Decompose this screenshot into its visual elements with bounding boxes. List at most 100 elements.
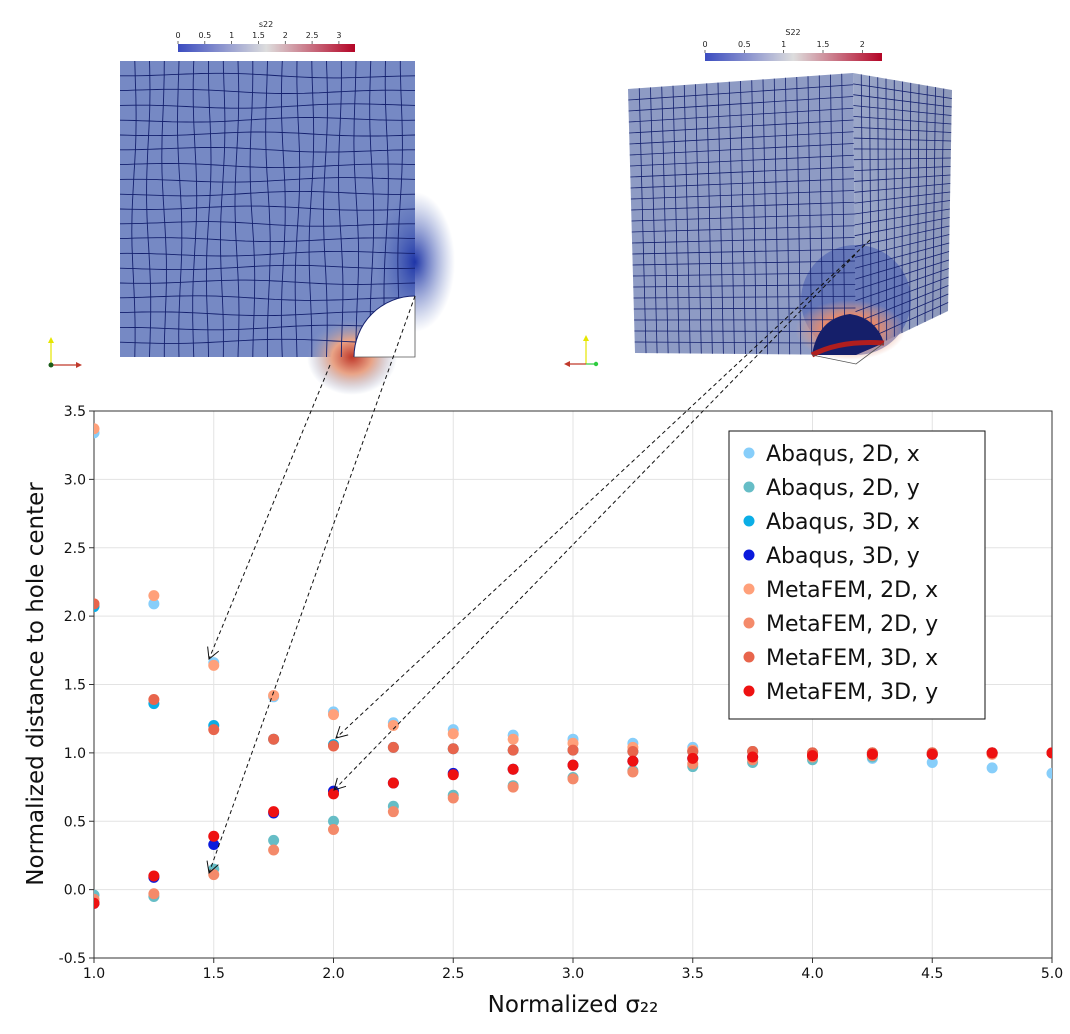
- colorbar-tick-label: 0.5: [198, 31, 211, 40]
- colorbar-tick-label: 1: [781, 40, 786, 49]
- colorbar-tick-label: 0: [702, 40, 707, 49]
- data-point: [328, 815, 339, 827]
- scatter-plot: 1.0 1.5 2.0 2.5 3.0 3.5 4.0 4.5 5.0 -0.5 0.0 0.5 1.…: [23, 404, 1063, 1018]
- y-tick-label: 0.0: [64, 883, 86, 899]
- data-point: [447, 769, 459, 781]
- x-tick-label: 3.0: [562, 966, 584, 982]
- legend-entry: Abaqus, 2D, x: [766, 442, 920, 467]
- colorbar-tick-label: 0: [175, 31, 180, 40]
- colorbar-right-title: S22: [785, 28, 800, 37]
- legend-swatch: [743, 685, 755, 697]
- x-tick-label: 1.0: [83, 966, 105, 982]
- data-point: [387, 806, 399, 818]
- y-axis-label: Normalized distance to hole center: [23, 482, 49, 886]
- colorbar-left-title: s22: [259, 20, 273, 29]
- colorbar-right-ticks: 0 0.5 1 1.5 2: [702, 40, 865, 53]
- data-point: [208, 659, 220, 671]
- hole-2d: [354, 296, 415, 357]
- x-tick-label: 3.5: [682, 966, 704, 982]
- data-point: [268, 834, 280, 846]
- data-point: [94, 423, 100, 435]
- data-point: [148, 870, 160, 882]
- data-point: [807, 750, 818, 762]
- data-point: [986, 747, 998, 759]
- legend-swatch: [743, 515, 755, 527]
- legend-swatch: [743, 481, 755, 493]
- data-point: [268, 806, 280, 818]
- data-point: [328, 823, 339, 835]
- x-tick-label: 5.0: [1041, 966, 1063, 982]
- data-point: [268, 733, 280, 745]
- data-point: [387, 777, 399, 789]
- data-point: [627, 746, 639, 758]
- legend-entry: Abaqus, 3D, x: [766, 510, 920, 535]
- data-point: [208, 724, 220, 736]
- data-point: [507, 781, 519, 793]
- y-tick-label: 1.0: [64, 746, 86, 762]
- colorbar-left-ticks: 0 0.5 1 1.5 2 2.5 3: [175, 31, 341, 44]
- data-point: [94, 598, 100, 610]
- arrow-3d-upper: [335, 239, 871, 739]
- y-tick-label: -0.5: [59, 951, 86, 967]
- data-point: [268, 844, 280, 856]
- x-tick-label: 2.0: [322, 966, 344, 982]
- x-axis-label: Normalized σ₂₂: [488, 992, 659, 1018]
- arrow-3d-lower: [333, 254, 856, 791]
- data-point: [208, 838, 220, 850]
- data-point: [328, 709, 339, 721]
- data-point: [148, 694, 160, 706]
- data-point: [328, 740, 339, 752]
- data-point: [94, 897, 100, 909]
- axes-triad-left: [48, 337, 82, 368]
- x-tick-label: 1.5: [203, 966, 225, 982]
- y-tick-label: 3.5: [64, 404, 86, 420]
- inset-3d-mesh: 0 0.5 1 1.5 2 S22: [564, 28, 952, 367]
- data-point: [1046, 767, 1052, 779]
- legend-swatch: [743, 447, 755, 459]
- data-point: [627, 755, 639, 767]
- data-point: [687, 752, 699, 764]
- legend-entry: Abaqus, 2D, y: [766, 476, 920, 501]
- colorbar-tick-label: 3: [336, 31, 341, 40]
- legend-entry: Abaqus, 3D, y: [766, 544, 920, 569]
- data-point: [507, 733, 519, 745]
- data-point: [567, 744, 579, 756]
- colorbar-tick-label: 1: [229, 31, 234, 40]
- data-point: [1046, 747, 1052, 759]
- axes-triad-right: [564, 335, 599, 367]
- y-tick-label: 2.0: [64, 609, 86, 625]
- legend-swatch: [743, 617, 755, 629]
- legend-swatch: [743, 651, 755, 663]
- y-tick-label: 1.5: [64, 678, 86, 694]
- data-point: [866, 748, 878, 760]
- colorbar-tick-label: 1.5: [817, 40, 830, 49]
- inset-2d-mesh: 0 0.5 1 1.5 2 2.5 3 s22: [48, 20, 455, 395]
- legend-swatch: [743, 583, 755, 595]
- mesh-2d: [119, 60, 455, 395]
- x-tick-label: 4.0: [801, 966, 823, 982]
- data-point: [148, 590, 160, 602]
- data-point: [387, 720, 399, 732]
- data-point: [387, 741, 399, 753]
- data-point: [986, 762, 998, 774]
- annotation-arrows: [206, 239, 871, 874]
- legend-box: [728, 430, 986, 720]
- data-point: [208, 830, 220, 842]
- legend-entry: MetaFEM, 2D, x: [766, 578, 938, 603]
- data-point: [328, 788, 339, 800]
- legend-entry: MetaFEM, 2D, y: [766, 612, 938, 637]
- x-axis-ticks: 1.0 1.5 2.0 2.5 3.0 3.5 4.0 4.5 5.0: [83, 958, 1063, 982]
- data-point: [627, 766, 639, 778]
- y-tick-label: 0.5: [64, 814, 86, 830]
- data-point: [926, 756, 938, 768]
- legend: Abaqus, 2D, x Abaqus, 2D, y Abaqus, 3D, x A…: [728, 430, 986, 720]
- legend-swatch: [743, 549, 755, 561]
- x-tick-label: 4.5: [921, 966, 943, 982]
- arrow-2d-upper: [207, 364, 331, 660]
- colorbar-right: [705, 53, 882, 61]
- colorbar-left: [178, 44, 355, 52]
- y-axis-ticks: -0.5 0.0 0.5 1.0 1.5 2.0 2.5 3.0 3.5: [59, 404, 94, 967]
- data-point: [507, 763, 519, 775]
- data-markers: [94, 423, 1052, 909]
